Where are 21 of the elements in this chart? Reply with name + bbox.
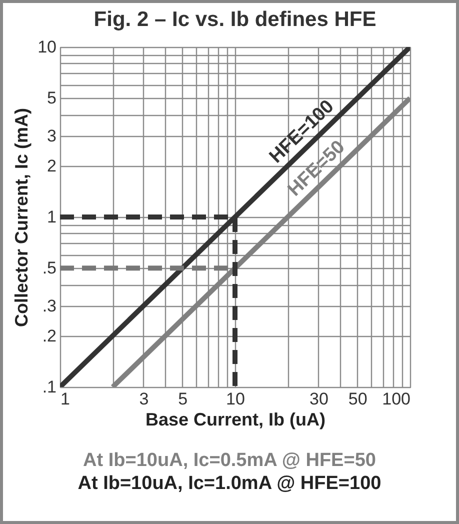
y-tick-label: 10 xyxy=(38,38,56,56)
x-tick-label: 10 xyxy=(226,390,245,408)
text: At Ib=10uA, Ic=1.0mA @ HFE=100 xyxy=(76,472,382,495)
y-tick-label: 1 xyxy=(47,208,56,226)
x-tick-label: 100 xyxy=(382,390,410,408)
x-tick-label: 50 xyxy=(348,390,368,408)
x-tick-label: 3 xyxy=(139,390,149,408)
chart-title: Fig. 2 – Ic vs. Ib defines HFE xyxy=(94,8,376,31)
x-tick-label: 30 xyxy=(310,390,328,408)
x-tick-label: 1 xyxy=(60,390,70,408)
y-tick-label: .1 xyxy=(42,378,56,396)
y-tick-label: .5 xyxy=(42,258,56,278)
y-axis-title: Collector Current, Ic (mA) xyxy=(12,108,32,328)
y-tick-label: 3 xyxy=(47,126,56,146)
y-tick-label: 2 xyxy=(47,156,56,176)
y-tick-label: .2 xyxy=(42,326,56,346)
x-axis-title: Base Current, Ib (uA) xyxy=(145,410,326,430)
x-tick-label: 5 xyxy=(178,390,188,408)
y-tick-label: .3 xyxy=(42,296,56,316)
text: At Ib=10uA, Ic=0.5mA @ HFE=50 xyxy=(82,449,377,472)
y-tick-label: 5 xyxy=(47,88,56,108)
